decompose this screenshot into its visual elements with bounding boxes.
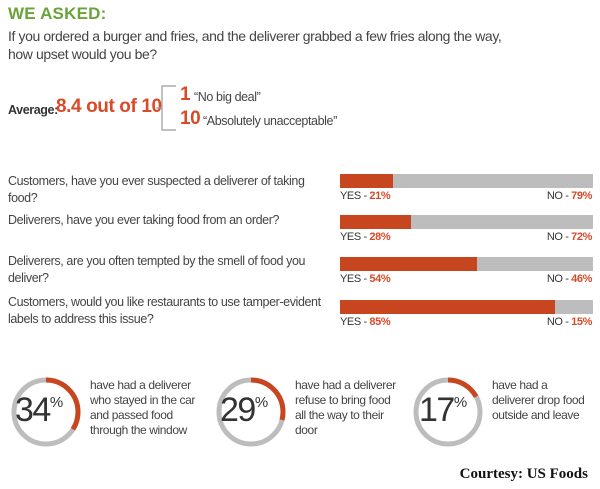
stat-number: 29%	[220, 391, 269, 429]
row-question: Customers, have you ever suspected a del…	[8, 174, 305, 205]
yes-label: YES - 54%	[340, 273, 391, 285]
scale-low-number: 1	[180, 84, 191, 105]
no-value: 72%	[571, 231, 592, 243]
heading: WE ASKED:	[8, 4, 107, 23]
scale-high-number: 10	[180, 108, 201, 129]
yes-label: YES - 21%	[340, 190, 391, 202]
bar-track	[340, 300, 593, 314]
bar-track	[340, 174, 593, 188]
yes-bar	[340, 174, 394, 188]
yes-label: YES - 85%	[340, 316, 391, 328]
yes-value: 54%	[369, 273, 391, 285]
row-question: Deliverers, are you often tempted by the…	[8, 254, 306, 285]
yes-value: 85%	[369, 316, 391, 328]
scale-low-text: “No big deal”	[194, 90, 261, 104]
stat-text: have had a deliverer drop food outside a…	[492, 378, 585, 422]
stat-ring-arc	[11, 377, 81, 447]
scale-bracket	[156, 85, 176, 131]
yes-value: 28%	[369, 231, 391, 243]
scale-high-text: “Absolutely unacceptable”	[203, 114, 337, 128]
stat-ring	[413, 377, 483, 447]
no-label: NO - 46%	[546, 273, 593, 285]
no-label: NO - 15%	[546, 316, 593, 328]
stat-ring-arc	[216, 377, 286, 447]
yes-label: YES - 28%	[340, 231, 391, 243]
stat-number: 34%	[15, 391, 64, 429]
stat-ring	[11, 377, 81, 447]
average-value: 8.4 out of 10	[56, 96, 162, 117]
average-label: Average:	[8, 103, 58, 117]
no-value: 46%	[571, 273, 592, 285]
stat-text: have had a deliverer who stayed in the c…	[90, 378, 195, 437]
stat-ring	[216, 377, 286, 447]
no-value: 79%	[571, 190, 592, 202]
no-label: NO - 79%	[546, 190, 593, 202]
yes-bar	[340, 300, 556, 314]
stat-text: have had a deliverer refuse to bring foo…	[295, 378, 396, 437]
yes-bar	[340, 257, 477, 271]
row-question: Deliverers, have you ever taking food fr…	[8, 213, 280, 227]
credit-text: Courtesy: US Foods	[459, 466, 588, 482]
row-question: Customers, would you like restaurants to…	[8, 295, 321, 326]
bar-track	[340, 257, 593, 271]
yes-value: 21%	[369, 190, 391, 202]
bar-track	[340, 215, 593, 229]
no-value: 15%	[571, 316, 592, 328]
stat-ring-arc	[413, 377, 483, 447]
survey-question: If you ordered a burger and fries, and t…	[8, 28, 502, 62]
stat-number: 17%	[419, 391, 468, 429]
no-label: NO - 72%	[546, 231, 593, 243]
yes-bar	[340, 215, 411, 229]
